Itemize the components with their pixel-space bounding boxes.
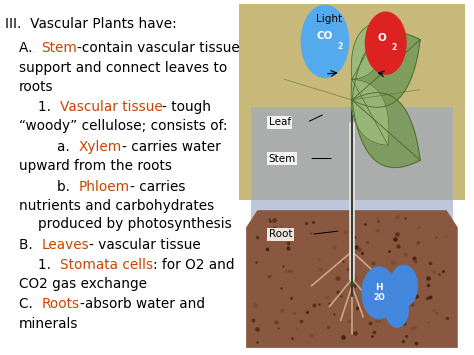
- Text: H: H: [375, 283, 383, 292]
- Text: 2: 2: [337, 42, 342, 51]
- Text: b.: b.: [57, 180, 79, 194]
- Text: -absorb water and: -absorb water and: [80, 297, 205, 311]
- Text: 2O: 2O: [373, 294, 385, 302]
- Text: III.  Vascular Plants have:: III. Vascular Plants have:: [5, 17, 176, 31]
- Text: - vascular tissue: - vascular tissue: [89, 238, 201, 252]
- Text: Root: Root: [269, 229, 292, 239]
- FancyBboxPatch shape: [239, 4, 465, 200]
- Text: nutrients and carbohydrates: nutrients and carbohydrates: [19, 199, 214, 213]
- Text: minerals: minerals: [19, 317, 79, 331]
- Text: 1.: 1.: [38, 258, 60, 272]
- Polygon shape: [352, 93, 420, 168]
- Polygon shape: [352, 32, 420, 107]
- Text: a.: a.: [57, 140, 78, 154]
- Text: 1.: 1.: [38, 100, 60, 114]
- Circle shape: [365, 12, 406, 74]
- Text: upward from the roots: upward from the roots: [19, 159, 172, 173]
- Polygon shape: [246, 210, 458, 348]
- Text: Xylem: Xylem: [78, 140, 122, 154]
- FancyBboxPatch shape: [251, 107, 453, 262]
- Circle shape: [386, 293, 408, 327]
- Text: - carries: - carries: [130, 180, 185, 194]
- Circle shape: [362, 267, 396, 319]
- Text: - tough: - tough: [163, 100, 211, 114]
- Text: Leaf: Leaf: [269, 118, 291, 127]
- Text: Vascular tissue: Vascular tissue: [60, 100, 163, 114]
- Text: -contain vascular tissue;: -contain vascular tissue;: [77, 41, 245, 55]
- Text: Stem: Stem: [41, 41, 77, 55]
- Text: Roots: Roots: [42, 297, 80, 311]
- Text: Leaves: Leaves: [41, 238, 89, 252]
- Polygon shape: [351, 21, 384, 79]
- Text: roots: roots: [19, 80, 54, 94]
- Text: 2: 2: [391, 43, 396, 52]
- Circle shape: [301, 5, 348, 78]
- Text: Phloem: Phloem: [79, 180, 130, 194]
- Text: C.: C.: [19, 297, 42, 311]
- Polygon shape: [351, 79, 389, 145]
- Text: support and connect leaves to: support and connect leaves to: [19, 61, 227, 75]
- Text: - carries water: - carries water: [122, 140, 220, 154]
- Text: B.: B.: [19, 238, 41, 252]
- Text: O: O: [378, 33, 387, 43]
- Text: : for O2 and: : for O2 and: [153, 258, 234, 272]
- Text: “woody” cellulose; consists of:: “woody” cellulose; consists of:: [19, 119, 228, 133]
- Text: Stem: Stem: [269, 153, 296, 164]
- Circle shape: [390, 265, 417, 307]
- Text: produced by photosynthesis: produced by photosynthesis: [38, 217, 232, 231]
- Text: CO2 gas exchange: CO2 gas exchange: [19, 277, 147, 291]
- Text: Stomata cells: Stomata cells: [60, 258, 153, 272]
- Text: A.: A.: [19, 41, 41, 55]
- Text: Light: Light: [316, 14, 343, 24]
- Text: CO: CO: [317, 31, 333, 41]
